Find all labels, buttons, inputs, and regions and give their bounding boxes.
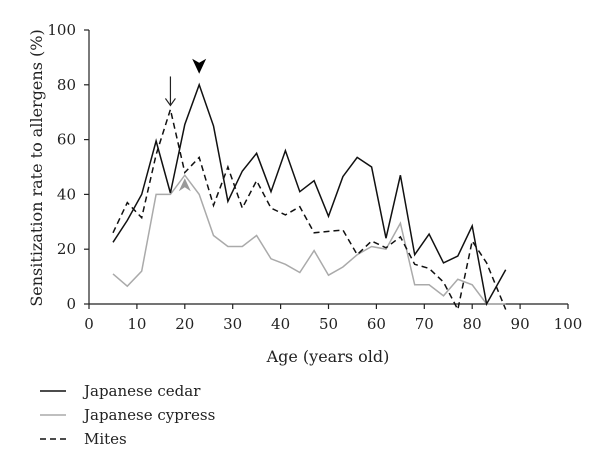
x-tick-label: 30: [223, 315, 242, 333]
y-tick-label: 60: [57, 131, 76, 149]
annotations: [164, 58, 207, 192]
down-arrow-icon: [164, 76, 176, 107]
plot-area: [88, 30, 568, 305]
legend-label-japanese-cedar: Japanese cedar: [82, 382, 201, 400]
x-tick-label: 80: [463, 315, 482, 333]
axis-ticks: 0 10 20 30 40 50 60 70 80 90 100 0 20 40 60 80 100: [47, 21, 582, 333]
x-tick-label: 70: [415, 315, 434, 333]
x-tick-label: 10: [127, 315, 146, 333]
series-layer: [112, 82, 507, 312]
x-tick-label: 60: [367, 315, 386, 333]
x-tick-label: 90: [511, 315, 530, 333]
x-tick-label: 40: [271, 315, 290, 333]
legend: Japanese cedar Japanese cypress Mites: [40, 382, 215, 448]
x-tick-label: 0: [84, 315, 94, 333]
filled-arrowhead-icon: [192, 58, 207, 74]
y-axis-title: Sensitization rate to allergens (%): [27, 29, 46, 306]
legend-label-mites: Mites: [84, 430, 127, 448]
y-tick-label: 100: [47, 21, 76, 39]
series-line-japanese-cedar: [112, 82, 507, 307]
x-tick-label: 20: [175, 315, 194, 333]
x-axis-title: Age (years old): [266, 347, 390, 366]
y-tick-label: 20: [57, 240, 76, 258]
y-tick-label: 80: [57, 76, 76, 94]
legend-label-japanese-cypress: Japanese cypress: [82, 406, 215, 424]
y-tick-label: 40: [57, 185, 76, 203]
series-line-mites: [112, 106, 507, 312]
gray-arrowhead-icon: [178, 178, 191, 192]
series-line-japanese-cypress: [112, 173, 506, 305]
x-tick-label: 100: [554, 315, 583, 333]
y-tick-label: 0: [66, 295, 76, 313]
x-tick-label: 50: [319, 315, 338, 333]
